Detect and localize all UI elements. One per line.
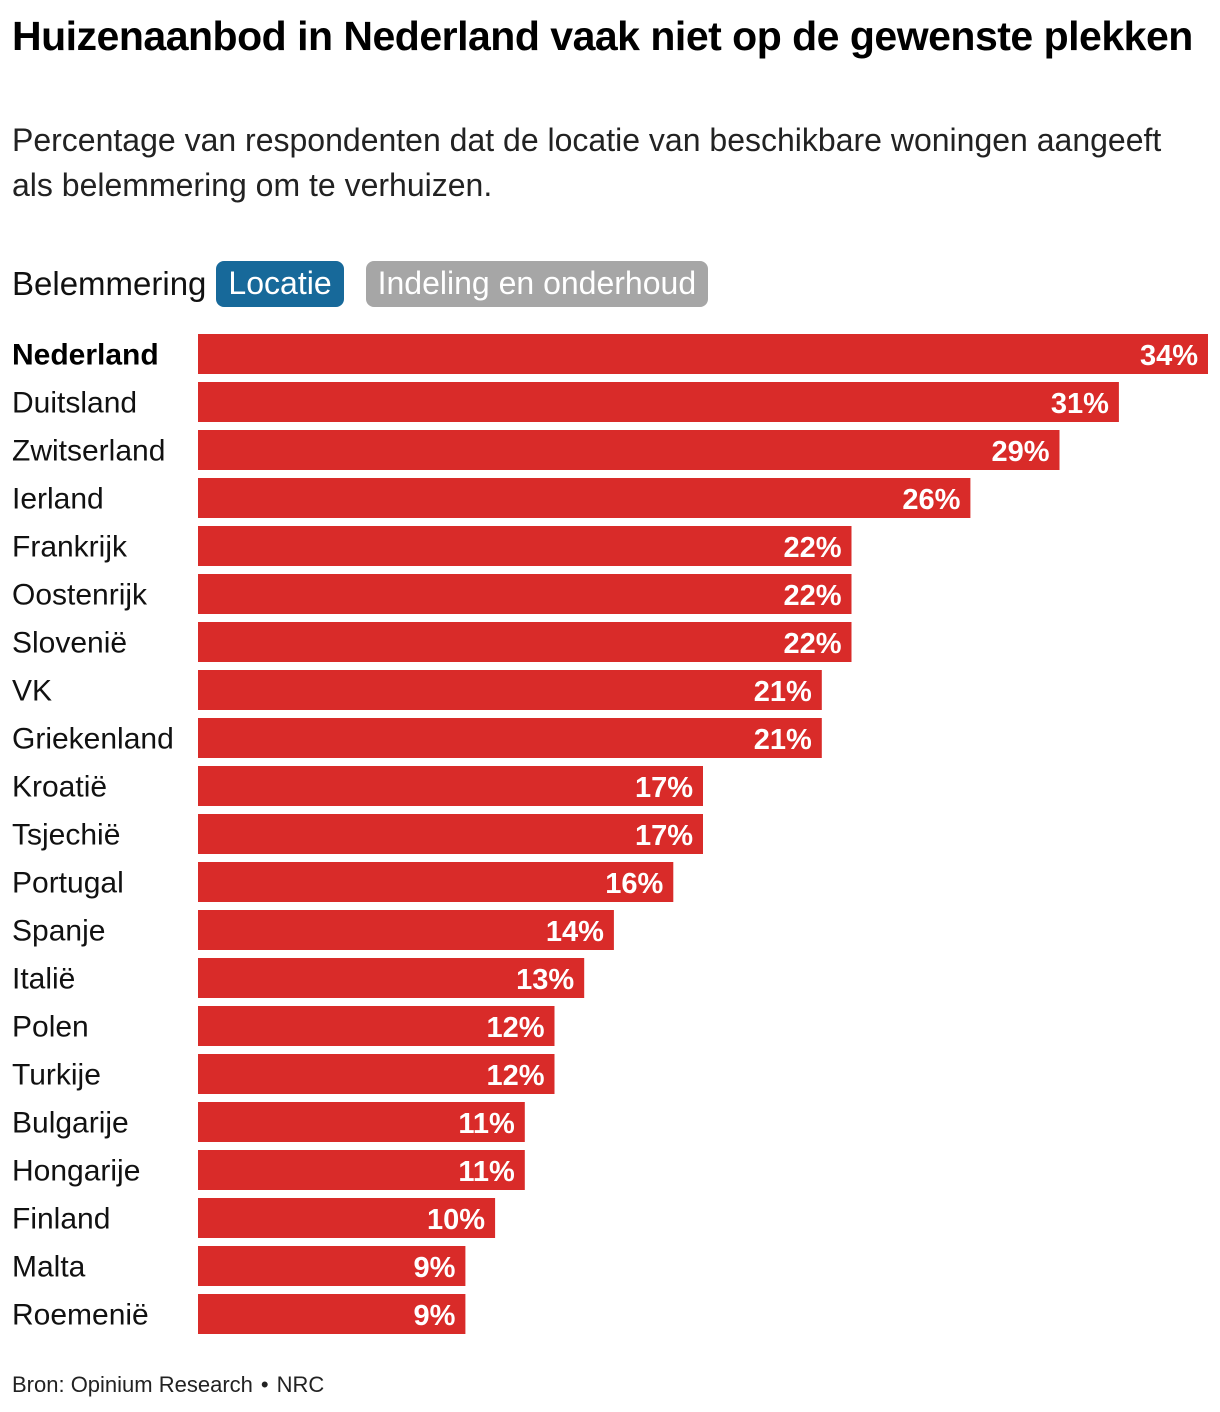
value-label-hongarije: 11%: [458, 1156, 515, 1188]
category-label-bulgarije: Bulgarije: [12, 1107, 129, 1140]
source-separator: •: [260, 1372, 269, 1397]
bar-frankrijk: [198, 526, 852, 566]
value-label-zwitserland: 29%: [991, 436, 1049, 468]
category-label-griekenland: Griekenland: [12, 723, 174, 756]
bar-vk: [198, 670, 822, 710]
category-label-turkije: Turkije: [12, 1059, 101, 1092]
value-label-nederland: 34%: [1140, 340, 1198, 372]
category-label-polen: Polen: [12, 1011, 89, 1044]
bar-tsjechie: [198, 814, 703, 854]
value-label-slovenie: 22%: [783, 628, 841, 660]
bar-griekenland: [198, 718, 822, 758]
category-label-slovenie: Slovenië: [12, 627, 127, 660]
chart-title: Huizenaanbod in Nederland vaak niet op d…: [12, 13, 1193, 59]
chart-subtitle: Percentage van respondenten dat de locat…: [12, 122, 1162, 203]
category-label-hongarije: Hongarije: [12, 1155, 140, 1188]
category-label-ierland: Ierland: [12, 483, 104, 516]
bar-oostenrijk: [198, 574, 852, 614]
category-label-spanje: Spanje: [12, 915, 105, 948]
bar-portugal: [198, 862, 674, 902]
category-label-duitsland: Duitsland: [12, 387, 137, 420]
bar-hongarije: [198, 1150, 525, 1190]
value-label-polen: 12%: [486, 1012, 544, 1044]
value-label-malta: 9%: [413, 1252, 455, 1284]
value-label-finland: 10%: [427, 1204, 485, 1236]
category-label-roemenie: Roemenië: [12, 1299, 149, 1332]
category-label-malta: Malta: [12, 1251, 86, 1284]
value-label-duitsland: 31%: [1051, 388, 1109, 420]
value-label-roemenie: 9%: [413, 1300, 455, 1332]
bar-finland: [198, 1198, 496, 1238]
bar-ierland: [198, 478, 971, 518]
bar-zwitserland: [198, 430, 1060, 470]
value-label-spanje: 14%: [546, 916, 604, 948]
category-label-italie: Italië: [12, 963, 75, 996]
category-label-tsjechie: Tsjechië: [12, 819, 120, 852]
value-label-ierland: 26%: [902, 484, 960, 516]
bar-turkije: [198, 1054, 555, 1094]
value-label-vk: 21%: [754, 676, 812, 708]
category-label-zwitserland: Zwitserland: [12, 435, 165, 468]
bar-duitsland: [198, 382, 1119, 422]
category-label-portugal: Portugal: [12, 867, 124, 900]
bar-polen: [198, 1006, 555, 1046]
source-publisher: NRC: [276, 1372, 325, 1397]
bar-italie: [198, 958, 585, 998]
bar-kroatie: [198, 766, 703, 806]
filter-label: Belemmering: [12, 265, 207, 302]
bar-spanje: [198, 910, 614, 950]
category-label-oostenrijk: Oostenrijk: [12, 579, 148, 612]
value-label-bulgarije: 11%: [458, 1108, 515, 1140]
value-label-turkije: 12%: [486, 1060, 544, 1092]
bar-slovenie: [198, 622, 852, 662]
value-label-italie: 13%: [516, 964, 574, 996]
value-label-tsjechie: 17%: [635, 820, 693, 852]
filter-chip-indeling-en-onderhoud[interactable]: Indeling en onderhoud: [365, 261, 709, 307]
bar-roemenie: [198, 1294, 466, 1334]
category-label-frankrijk: Frankrijk: [12, 531, 128, 564]
category-label-nederland: Nederland: [12, 339, 159, 372]
category-label-finland: Finland: [12, 1203, 110, 1236]
category-label-vk: VK: [12, 675, 52, 708]
value-label-griekenland: 21%: [754, 724, 812, 756]
bar-nederland: [198, 334, 1208, 374]
bar-bulgarije: [198, 1102, 525, 1142]
bar-malta: [198, 1246, 466, 1286]
source-line: Bron: Opinium Research • NRC: [12, 1372, 324, 1398]
filter-bar: Belemmering Locatie Indeling en onderhou…: [12, 258, 730, 310]
source-text: Bron: Opinium Research: [12, 1372, 253, 1397]
filter-chip-locatie[interactable]: Locatie: [216, 261, 344, 307]
value-label-frankrijk: 22%: [783, 532, 841, 564]
value-label-portugal: 16%: [605, 868, 663, 900]
value-label-kroatie: 17%: [635, 772, 693, 804]
category-label-kroatie: Kroatië: [12, 771, 107, 804]
value-label-oostenrijk: 22%: [783, 580, 841, 612]
